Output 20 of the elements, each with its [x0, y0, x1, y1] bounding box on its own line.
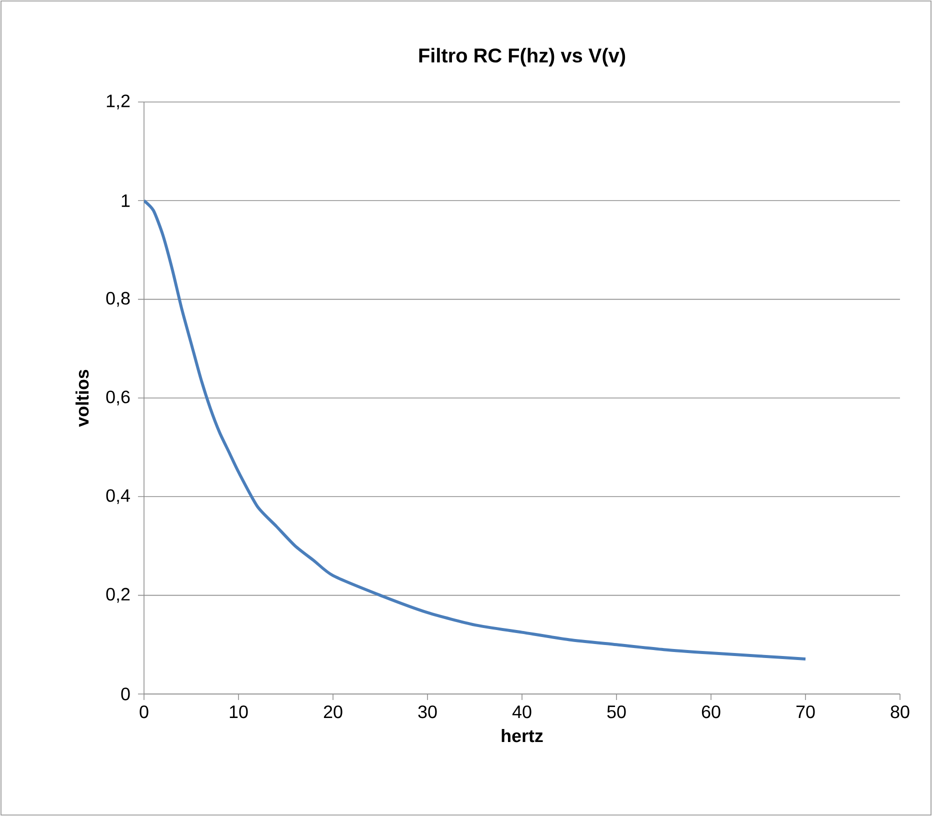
x-tick-label: 20 — [324, 705, 342, 718]
line-series — [144, 199, 807, 660]
y-tick-label: 0,6 — [106, 390, 130, 406]
y-tick-label: 0,8 — [106, 292, 130, 307]
x-tick-label: 40 — [512, 705, 532, 718]
x-tick-label: 0 — [140, 705, 148, 718]
chart-title: Filtro RC F(hz) vs V(v) — [419, 48, 626, 66]
y-axis-title: voltios — [76, 370, 89, 427]
y-tick-label: 0 — [121, 688, 130, 700]
y-tick-label: 1,2 — [106, 94, 130, 110]
x-tick-label: 50 — [607, 705, 626, 718]
x-tick-label: 70 — [796, 705, 815, 718]
x-axis-title: hertz — [502, 729, 543, 742]
y-tick-label: 1 — [122, 194, 130, 207]
x-tick-label: 80 — [890, 705, 910, 718]
x-tick-label: 10 — [230, 705, 248, 718]
y-tick-label: 0,2 — [106, 588, 130, 603]
y-tick-label: 0,4 — [106, 489, 130, 504]
x-tick-label: 60 — [702, 705, 720, 718]
x-tick-label: 30 — [418, 705, 437, 718]
